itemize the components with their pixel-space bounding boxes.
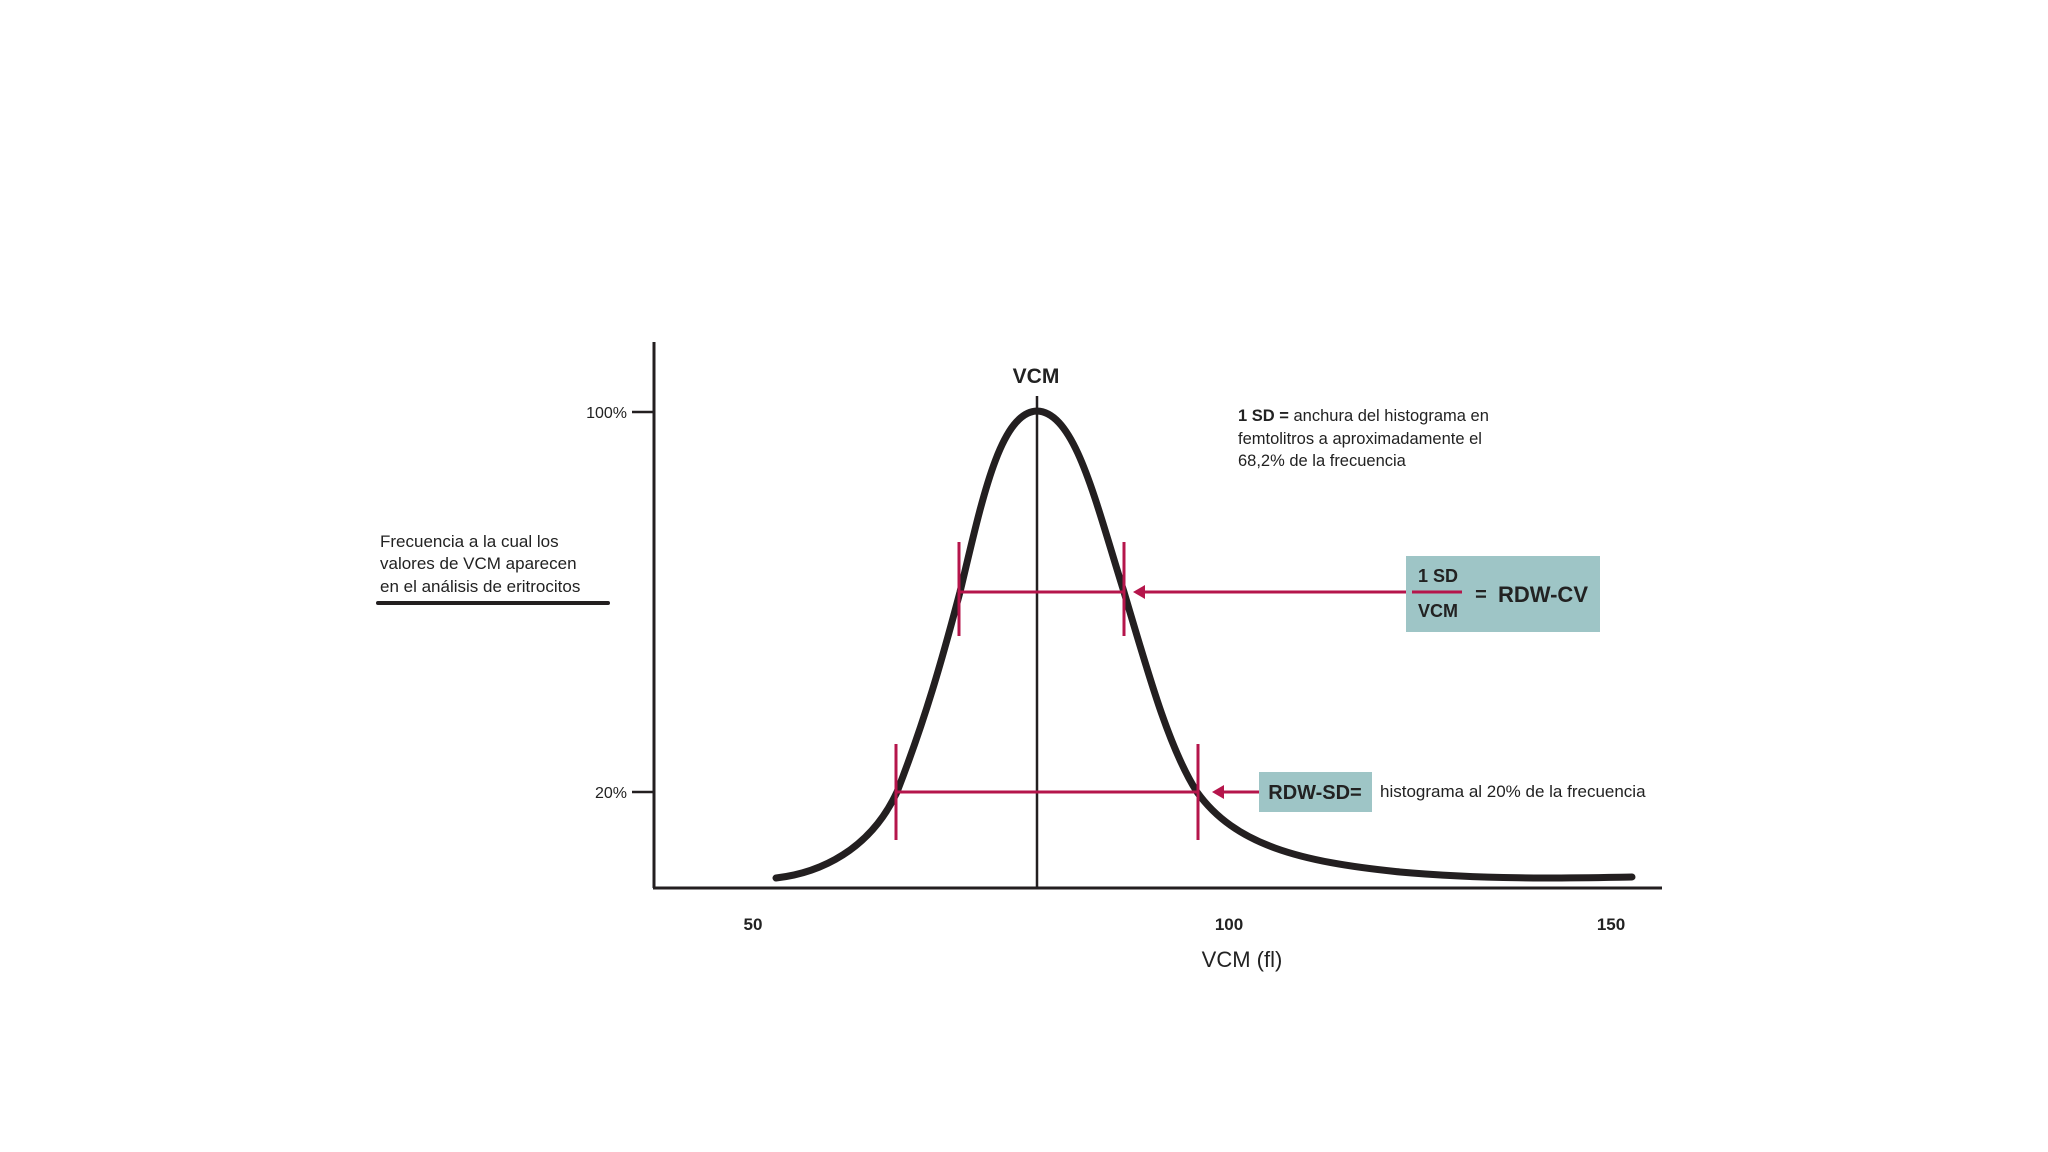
x-axis-title: VCM (fl) (1202, 947, 1283, 972)
rdw-cv-equals: = (1475, 584, 1487, 606)
x-tick-label-100: 100 (1215, 915, 1243, 934)
distribution-curve (772, 407, 1636, 882)
y-tick-label-20: 20% (595, 785, 627, 802)
rdw-cv-label: RDW-CV (1498, 582, 1588, 607)
y-tick-label-100: 100% (586, 405, 627, 422)
y-note-line-3: en el análisis de eritrocitos (380, 577, 580, 596)
rdw-cv-denominator: VCM (1418, 601, 1458, 621)
rdw-sd-marker (894, 744, 1200, 840)
y-note-line-1: Frecuencia a la cual los (380, 532, 559, 551)
rdw-cv-numerator: 1 SD (1418, 566, 1458, 586)
sd-width-marker (957, 542, 1126, 636)
rdw-sd-text: histograma al 20% de la frecuencia (1380, 782, 1646, 801)
sd-note-line-1-rest: anchura del histograma en (1289, 407, 1489, 425)
sd-note-bold: 1 SD = (1238, 407, 1289, 425)
mean-label: VCM (1013, 365, 1060, 388)
sd-note-line-3: 68,2% de la frecuencia (1238, 452, 1407, 470)
sd-note-line-2: femtolitros a aproximadamente el (1238, 430, 1482, 448)
y-note-line-2: valores de VCM aparecen (380, 554, 577, 573)
rdw-sd-label: RDW-SD= (1268, 782, 1362, 804)
sd-note-line-1: 1 SD = anchura del histograma en (1238, 407, 1489, 425)
x-tick-label-50: 50 (744, 915, 763, 934)
x-tick-label-150: 150 (1597, 915, 1625, 934)
rdw-cv-box (1406, 556, 1600, 632)
rdw-sd-arrow (1212, 785, 1262, 799)
rdw-sd-box (1259, 772, 1372, 812)
